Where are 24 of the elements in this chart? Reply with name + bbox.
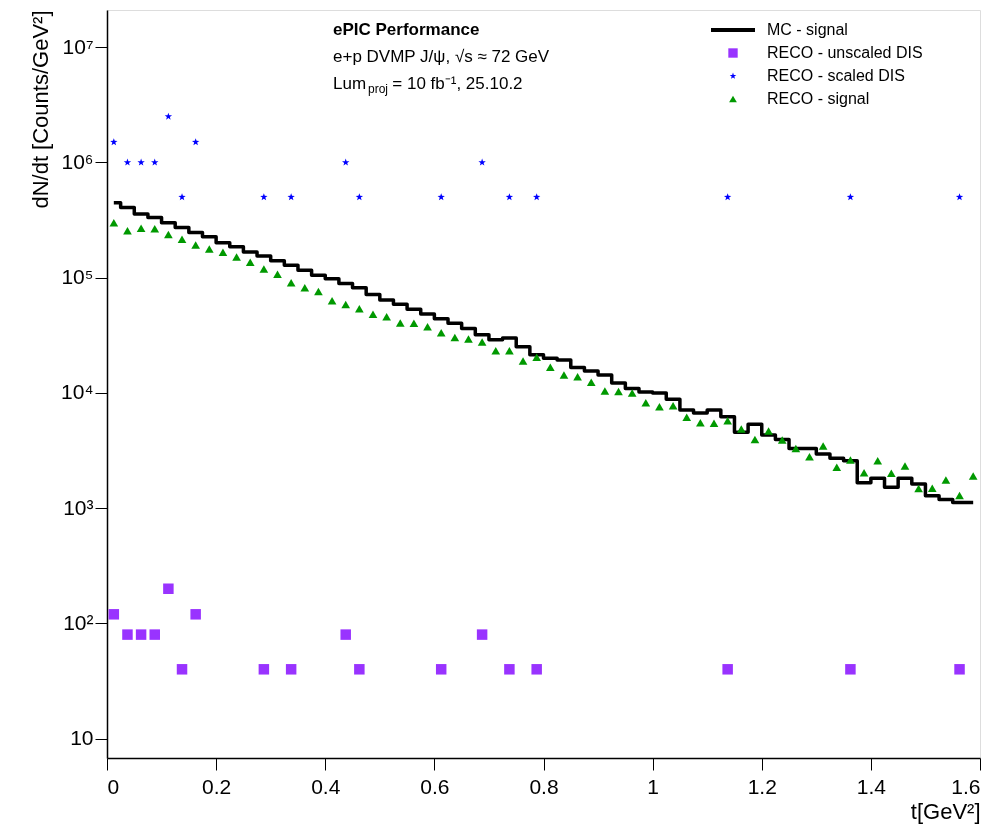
x-axis-title: t[GeV²] [910,798,981,824]
x-tick-label: 0.8 [529,774,559,798]
x-tick-label: 0.2 [202,774,232,798]
x-tick-label: 1.2 [747,774,777,798]
y-tick-label: 10³ [63,495,94,519]
x-tick-label: 1.4 [856,774,887,798]
annotation: ePIC Performance [333,20,480,39]
y-tick-label: 10 [70,726,94,750]
legend-label: MC - signal [767,21,848,38]
legend-label: RECO - scaled DIS [767,67,905,84]
x-tick-label: 0.4 [311,774,341,798]
y-tick-label: 10⁴ [61,380,94,404]
x-tick-label: 1.6 [951,774,981,798]
y-tick-label: 10⁶ [61,149,94,173]
y-tick-label: 10⁷ [62,34,94,58]
y-axis-title: dN/dt [Counts/GeV²] [28,10,54,209]
y-tick-label: 10⁵ [61,265,94,289]
annotation: e+p DVMP J/ψ, √s ≈ 72 GeV [333,47,550,66]
x-tick-label: 0 [107,774,120,798]
x-tick-label: 1 [647,774,659,798]
y-tick-label: 10² [63,610,94,634]
x-tick-label: 0.6 [420,774,450,798]
legend-label: RECO - unscaled DIS [767,44,923,61]
legend-label: RECO - signal [767,90,870,107]
